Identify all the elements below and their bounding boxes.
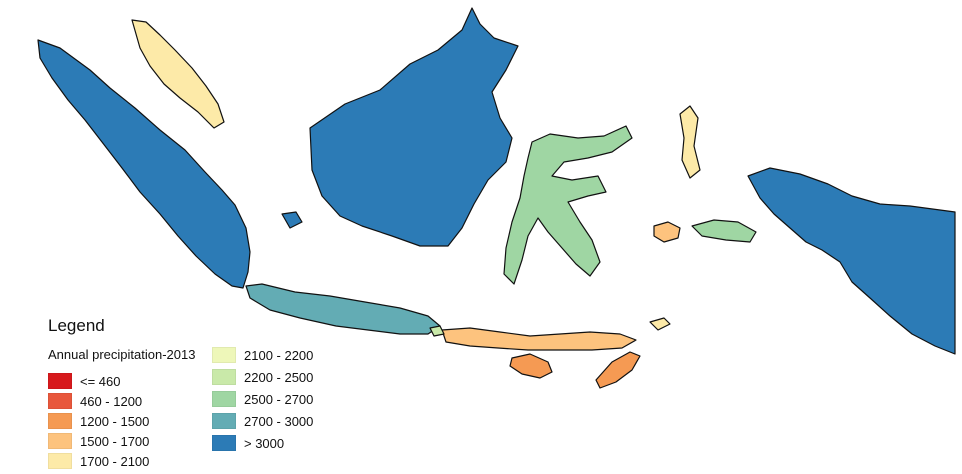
legend-label-6: 2100 - 2200 — [244, 347, 314, 363]
island-lesser-sunda — [441, 327, 637, 351]
legend-label-2: 460 - 1200 — [80, 393, 143, 409]
legend-swatch-1 — [48, 373, 72, 389]
island-seram — [691, 219, 757, 243]
legend-item-6: 2100 - 2200 — [212, 346, 313, 364]
legend-label-8: 2500 - 2700 — [244, 391, 314, 407]
island-sumba — [509, 353, 553, 379]
legend-swatch-9 — [212, 413, 236, 429]
legend-item-7: 2200 - 2500 — [212, 368, 313, 386]
island-halmahera — [679, 105, 701, 179]
legend-swatch-4 — [48, 433, 72, 449]
island-new-guinea — [747, 167, 956, 355]
island-flores-east — [649, 317, 671, 331]
legend-swatch-3 — [48, 413, 72, 429]
legend-item-10: > 3000 — [212, 434, 284, 452]
island-timor — [595, 351, 641, 389]
legend-label-1: <= 460 — [80, 373, 121, 389]
legend-label-9: 2700 - 3000 — [244, 413, 314, 429]
legend-item-8: 2500 - 2700 — [212, 390, 313, 408]
island-java — [245, 283, 441, 335]
legend-item-5: 1700 - 2100 — [48, 452, 149, 470]
legend-item-9: 2700 - 3000 — [212, 412, 313, 430]
legend-item-2: 460 - 1200 — [48, 392, 142, 410]
legend-item-1: <= 460 — [48, 372, 121, 390]
island-malay-peninsula — [131, 19, 225, 129]
legend-label-7: 2200 - 2500 — [244, 369, 314, 385]
island-bali — [429, 325, 445, 337]
legend-swatch-5 — [48, 453, 72, 469]
legend-swatch-6 — [212, 347, 236, 363]
legend-label-5: 1700 - 2100 — [80, 453, 150, 469]
legend-title: Legend — [48, 316, 105, 335]
island-borneo — [309, 7, 519, 247]
island-sumatra — [37, 39, 251, 289]
legend-subtitle: Annual precipitation-2013 — [48, 347, 196, 362]
legend-item-3: 1200 - 1500 — [48, 412, 149, 430]
legend-label-3: 1200 - 1500 — [80, 413, 150, 429]
island-bangka — [281, 211, 303, 229]
legend-swatch-7 — [212, 369, 236, 385]
island-buru — [653, 221, 681, 243]
legend-swatch-10 — [212, 435, 236, 451]
legend-swatch-8 — [212, 391, 236, 407]
legend-item-4: 1500 - 1700 — [48, 432, 149, 450]
legend-swatch-2 — [48, 393, 72, 409]
legend-label-4: 1500 - 1700 — [80, 433, 150, 449]
island-sulawesi — [503, 125, 633, 285]
legend-label-10: > 3000 — [244, 435, 285, 451]
